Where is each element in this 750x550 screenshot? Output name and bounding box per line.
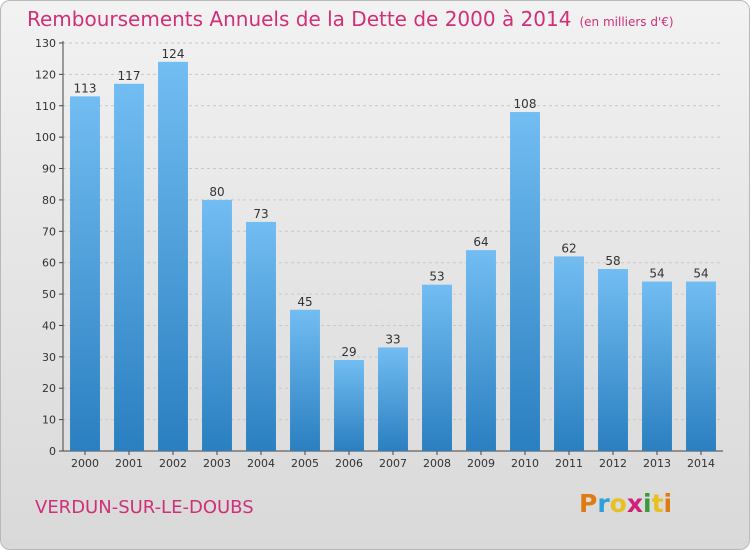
x-tick-label: 2011 <box>555 457 583 470</box>
chart-title: Remboursements Annuels de la Dette de 20… <box>27 7 674 31</box>
brand-letter: x <box>626 489 643 518</box>
y-tick-label: 80 <box>42 194 56 207</box>
bar-value-label: 124 <box>162 47 185 61</box>
bar-value-label: 53 <box>429 270 444 284</box>
y-tick-label: 90 <box>42 163 56 176</box>
x-tick-label: 2012 <box>599 457 627 470</box>
bar-2012 <box>598 268 628 451</box>
y-tick-label: 50 <box>42 288 56 301</box>
x-tick-label: 2000 <box>71 457 99 470</box>
bar-value-labels: 113 117 124 80 73 45 29 33 53 64 108 62 58 54 54 <box>74 47 709 359</box>
bar-2007 <box>378 347 408 451</box>
bar-value-label: 54 <box>649 267 664 281</box>
y-tick-label: 110 <box>35 100 56 113</box>
brand-letter: P <box>579 489 598 518</box>
chart-title-text: Remboursements Annuels de la Dette de 20… <box>27 7 572 31</box>
bar-value-label: 33 <box>385 332 400 346</box>
x-tick-label: 2010 <box>511 457 539 470</box>
brand-letter: t <box>651 489 664 518</box>
x-tick-label: 2013 <box>643 457 671 470</box>
bar-value-label: 108 <box>514 97 537 111</box>
bar-2003 <box>202 199 232 451</box>
chart-subtitle: (en milliers d'€) <box>579 15 674 29</box>
bar-value-label: 58 <box>605 254 620 268</box>
y-tick-label: 130 <box>35 37 56 50</box>
y-tick-labels: 0 10 20 30 40 50 60 70 80 90 100 110 120 130 <box>35 37 56 458</box>
y-tick-label: 100 <box>35 131 56 144</box>
bar-chart: 0 10 20 30 40 50 60 70 80 90 100 110 120 130 113 117 12… <box>35 37 723 470</box>
bar-value-label: 64 <box>473 235 488 249</box>
bar-2002 <box>158 61 188 451</box>
x-tick-label: 2006 <box>335 457 363 470</box>
x-tick-label: 2004 <box>247 457 275 470</box>
bar-2014 <box>686 281 716 451</box>
brand-letter: r <box>597 489 610 518</box>
bar-2009 <box>466 250 496 451</box>
bar-value-label: 54 <box>693 267 708 281</box>
bar-2008 <box>422 284 452 451</box>
bar-2005 <box>290 309 320 451</box>
x-tick-label: 2003 <box>203 457 231 470</box>
x-tick-label: 2001 <box>115 457 143 470</box>
y-tick-label: 30 <box>42 351 56 364</box>
y-tick-label: 120 <box>35 68 56 81</box>
bar-2006 <box>334 359 364 451</box>
bars <box>70 61 716 452</box>
y-tick-label: 10 <box>42 414 56 427</box>
brand-letter: o <box>609 489 627 518</box>
bar-value-label: 73 <box>253 207 268 221</box>
y-tick-label: 70 <box>42 225 56 238</box>
x-tick-labels: 2000 2001 2002 2003 2004 2005 2006 2007 2008 2009… <box>71 451 715 470</box>
bar-value-label: 117 <box>118 69 141 83</box>
bar-value-label: 29 <box>341 345 356 359</box>
x-tick-label: 2005 <box>291 457 319 470</box>
bar-value-label: 62 <box>561 241 576 255</box>
y-tick-label: 20 <box>42 382 56 395</box>
y-tick-label: 0 <box>49 445 56 458</box>
x-tick-label: 2007 <box>379 457 407 470</box>
bar-2011 <box>554 256 584 451</box>
brand-logo: Proxiti <box>579 489 672 518</box>
bar-value-label: 113 <box>74 81 97 95</box>
brand-letter: i <box>643 489 652 518</box>
bar-2000 <box>70 96 100 451</box>
bar-2001 <box>114 83 144 452</box>
x-tick-label: 2014 <box>687 457 715 470</box>
bar-value-label: 45 <box>297 295 312 309</box>
y-tick-label: 40 <box>42 319 56 332</box>
place-name: VERDUN-SUR-LE-DOUBS <box>35 497 254 518</box>
bar-2004 <box>246 221 276 451</box>
y-tick-label: 60 <box>42 257 56 270</box>
bar-2013 <box>642 281 672 451</box>
x-tick-label: 2002 <box>159 457 187 470</box>
bar-2010 <box>510 112 540 452</box>
bar-value-label: 80 <box>209 185 224 199</box>
x-tick-label: 2009 <box>467 457 495 470</box>
brand-letter: i <box>663 489 673 518</box>
x-tick-label: 2008 <box>423 457 451 470</box>
